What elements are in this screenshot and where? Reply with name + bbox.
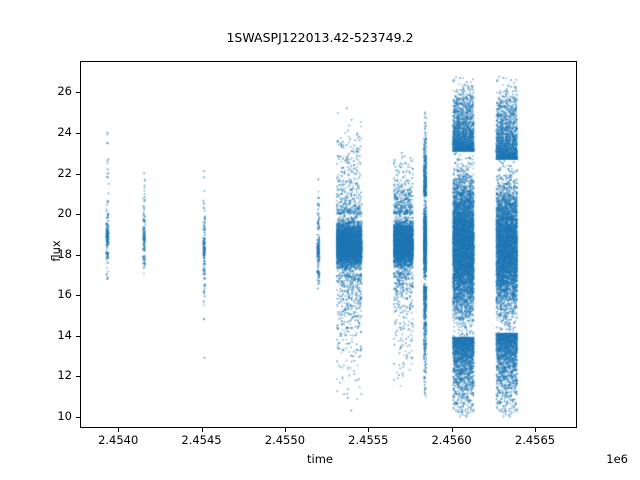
x-tick-label: 2.4550 xyxy=(264,433,306,447)
x-tick-label: 2.4555 xyxy=(348,433,389,447)
x-tick-mark xyxy=(368,428,370,432)
x-tick-label: 2.4540 xyxy=(98,433,139,447)
x-tick-label: 2.4545 xyxy=(181,433,222,447)
y-tick-label: 10 xyxy=(57,408,72,423)
x-tick-mark xyxy=(284,428,286,432)
y-tick-label: 12 xyxy=(57,368,72,383)
y-tick-label: 26 xyxy=(57,84,72,99)
y-tick-mark xyxy=(76,133,80,134)
x-tick-mark xyxy=(118,428,120,432)
y-tick-mark xyxy=(76,335,80,337)
data-points-layer xyxy=(81,62,576,427)
x-tick-mark xyxy=(451,428,453,432)
y-tick-mark xyxy=(76,376,80,378)
y-tick-mark xyxy=(76,254,80,256)
x-tick-label: 2.4560 xyxy=(431,433,472,447)
x-tick-label: 2.4565 xyxy=(514,433,556,447)
y-axis-label: flux xyxy=(49,240,63,262)
y-tick-label: 22 xyxy=(57,165,72,180)
x-axis-offset-text: 1e6 xyxy=(606,452,628,466)
x-tick-mark xyxy=(201,428,203,432)
y-tick-label: 18 xyxy=(57,246,72,261)
x-axis-label: time xyxy=(307,452,333,466)
x-tick-mark xyxy=(535,428,536,432)
plot-area xyxy=(80,61,577,428)
y-tick-label: 16 xyxy=(57,287,72,302)
y-tick-mark xyxy=(76,214,80,216)
y-tick-mark xyxy=(76,295,80,297)
y-tick-mark xyxy=(76,416,80,418)
y-tick-mark xyxy=(76,173,80,175)
y-tick-label: 20 xyxy=(57,206,72,221)
y-tick-mark xyxy=(76,92,80,94)
y-tick-label: 24 xyxy=(57,125,72,139)
chart-title: 1SWASPJ122013.42-523749.2 xyxy=(226,30,414,45)
y-tick-label: 14 xyxy=(57,327,72,342)
